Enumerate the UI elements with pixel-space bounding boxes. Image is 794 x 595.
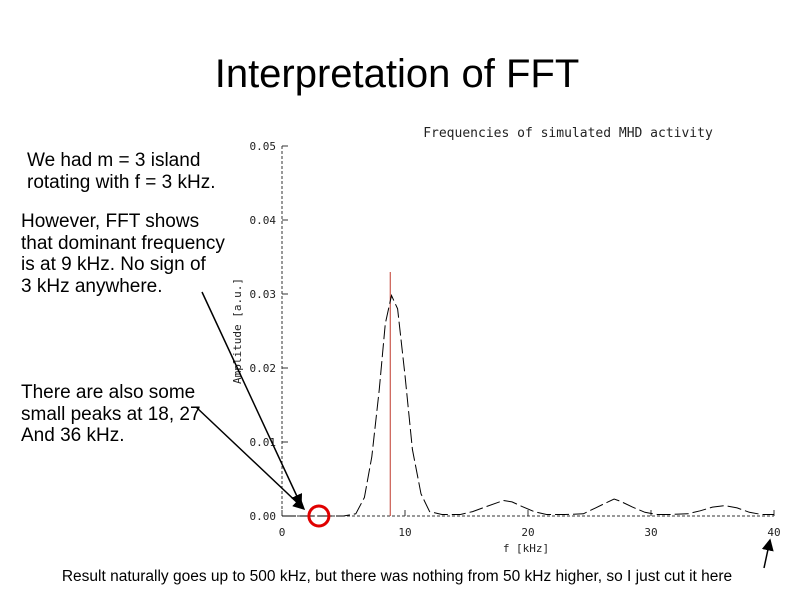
arrow-to-small-peaks: [195, 406, 306, 511]
y-tick-label: 0.02: [250, 362, 277, 375]
slide-title: Interpretation of FFT: [214, 52, 580, 96]
footer-note: Result naturally goes up to 500 kHz, but…: [61, 568, 733, 585]
arrow-to-40khz: [761, 538, 774, 569]
y-tick-label: 0.00: [250, 510, 277, 523]
note-dominant-frequency: However, FFT shows that dominant frequenc…: [21, 211, 225, 297]
chart-title: Frequencies of simulated MHD activity: [423, 126, 713, 141]
x-axis-label: f [kHz]: [503, 542, 549, 555]
y-tick-label: 0.03: [250, 288, 277, 301]
y-tick-label: 0.04: [250, 214, 277, 227]
note-small-peaks: There are also some small peaks at 18, 27…: [21, 382, 201, 446]
highlight-3khz-circle: [307, 504, 331, 528]
note-island-rotation: We had m = 3 island rotating with f = 3 k…: [27, 150, 216, 193]
x-tick-label: 40: [767, 526, 780, 539]
x-tick-label: 20: [521, 526, 534, 539]
spectrum-curve: [282, 293, 774, 517]
x-tick-label: 0: [279, 526, 286, 539]
x-tick-label: 10: [398, 526, 411, 539]
y-tick-label: 0.01: [250, 436, 277, 449]
y-tick-label: 0.05: [250, 140, 277, 153]
x-tick-label: 30: [644, 526, 657, 539]
y-axis-label: Amplitude [a.u.]: [231, 278, 244, 384]
arrow-to-3khz: [201, 291, 303, 507]
